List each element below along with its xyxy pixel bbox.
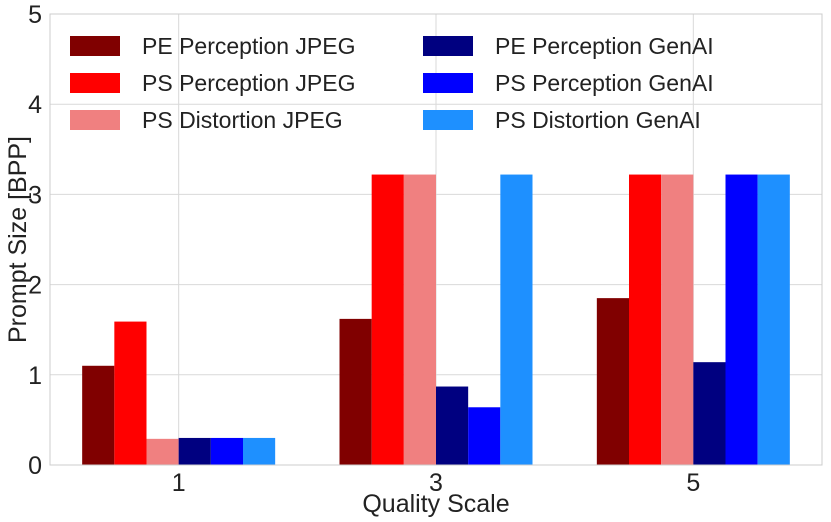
bar xyxy=(210,437,243,465)
legend-label: PE Perception JPEG xyxy=(142,33,356,59)
y-tick-label: 0 xyxy=(28,452,42,480)
legend-label: PS Distortion JPEG xyxy=(142,107,343,133)
bar xyxy=(629,174,662,465)
bar xyxy=(403,174,436,465)
bar xyxy=(468,407,501,465)
bar xyxy=(243,437,276,465)
legend-swatch xyxy=(423,110,473,130)
x-tick-label: 1 xyxy=(172,469,186,497)
bar xyxy=(693,362,726,465)
y-axis-label: Prompt Size [BPP] xyxy=(4,136,32,343)
legend-label: PS Perception JPEG xyxy=(142,70,356,96)
bar xyxy=(371,174,404,465)
legend-swatch xyxy=(423,36,473,56)
bar xyxy=(500,174,533,465)
bars-group xyxy=(82,174,790,465)
y-tick-labels: 0 1 2 3 4 5 xyxy=(28,1,42,480)
bar xyxy=(436,386,469,465)
bar xyxy=(596,298,629,465)
y-tick-label: 1 xyxy=(28,362,42,390)
legend-swatch xyxy=(70,73,120,93)
legend-label: PS Distortion GenAI xyxy=(495,107,701,133)
x-axis-label: Quality Scale xyxy=(362,490,509,518)
bar xyxy=(82,365,115,465)
y-tick-label: 5 xyxy=(28,1,42,29)
bar xyxy=(146,438,179,465)
legend-swatch xyxy=(70,110,120,130)
y-tick-label: 2 xyxy=(28,272,42,300)
bar xyxy=(757,174,790,465)
bar xyxy=(339,318,372,465)
legend: PE Perception JPEG PS Perception JPEG PS D… xyxy=(70,33,714,133)
legend-swatch xyxy=(70,36,120,56)
legend-label: PE Perception GenAI xyxy=(495,33,714,59)
bar xyxy=(661,174,694,465)
y-tick-label: 3 xyxy=(28,181,42,209)
x-tick-label: 5 xyxy=(686,469,700,497)
plot-frame xyxy=(49,13,823,466)
bar xyxy=(114,321,147,465)
y-tick-label: 4 xyxy=(28,91,42,119)
bar xyxy=(178,437,211,465)
bar xyxy=(725,174,758,465)
legend-label: PS Perception GenAI xyxy=(495,70,714,96)
legend-swatch xyxy=(423,73,473,93)
x-tick-label: 3 xyxy=(429,469,443,497)
x-tick-labels: 1 3 5 xyxy=(172,469,701,497)
